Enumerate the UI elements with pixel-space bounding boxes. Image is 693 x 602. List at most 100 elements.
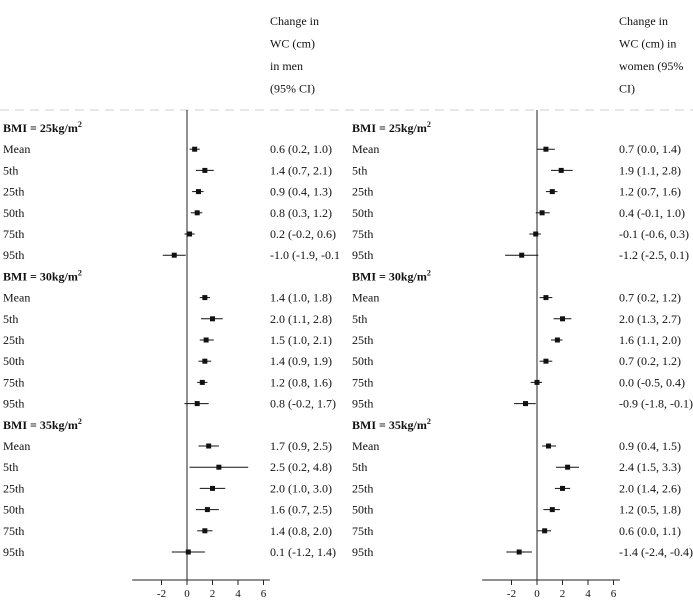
estimate-ci-text: 1.4 (0.8, 2.0): [270, 524, 332, 538]
ci-column-header-line: (95% CI): [270, 82, 315, 96]
estimate-ci-text: 0.8 (-0.2, 1.7): [270, 397, 336, 411]
ci-column-header-line: women (95%: [619, 59, 683, 73]
point-estimate-marker: [545, 443, 551, 449]
ci-column-header-line: in men: [270, 59, 303, 73]
row-label: 95th: [3, 545, 24, 559]
point-estimate-marker: [194, 401, 200, 407]
row-label: 95th: [3, 397, 24, 411]
point-estimate-marker: [204, 507, 210, 513]
point-estimate-marker: [171, 252, 177, 258]
x-axis-tick-label: 2: [560, 588, 566, 600]
row-label: 95th: [352, 248, 373, 262]
row-label: Mean: [352, 439, 379, 453]
point-estimate-marker: [549, 507, 555, 513]
estimate-ci-text: 2.5 (0.2, 4.8): [270, 460, 332, 474]
ci-column-header-line: Change in: [270, 14, 319, 28]
row-label: 5th: [352, 460, 367, 474]
estimate-ci-text: 1.4 (1.0, 1.8): [270, 291, 332, 305]
point-estimate-marker: [206, 443, 212, 449]
row-label: 50th: [352, 354, 373, 368]
estimate-ci-text: 1.7 (0.9, 2.5): [270, 439, 332, 453]
row-label: 75th: [352, 524, 373, 538]
point-estimate-marker: [516, 549, 522, 555]
row-label: 5th: [352, 163, 367, 177]
point-estimate-marker: [549, 189, 555, 195]
estimate-ci-text: 0.2 (-0.2, 0.6): [270, 227, 336, 241]
unit-superscript: 2: [78, 268, 82, 277]
row-label: 50th: [3, 354, 24, 368]
estimate-ci-text: 0.7 (0.2, 1.2): [619, 354, 681, 368]
point-estimate-marker: [195, 189, 201, 195]
row-label: 75th: [3, 524, 24, 538]
row-label: 25th: [352, 333, 373, 347]
row-label: 25th: [3, 481, 24, 495]
row-label: 5th: [3, 460, 18, 474]
estimate-ci-text: -1.0 (-1.9, -0.1: [270, 248, 340, 262]
point-estimate-marker: [202, 358, 208, 364]
estimate-ci-text: -1.2 (-2.5, 0.1): [619, 248, 689, 262]
point-estimate-marker: [543, 358, 549, 364]
x-axis-tick-label: 2: [210, 588, 216, 600]
x-axis-tick-label: -2: [507, 588, 516, 600]
row-label: 25th: [3, 185, 24, 199]
point-estimate-marker: [539, 210, 545, 216]
point-estimate-marker: [543, 146, 549, 152]
ci-column-header-line: WC (cm) in: [619, 37, 676, 51]
row-label: 25th: [3, 333, 24, 347]
estimate-ci-text: 0.8 (0.3, 1.2): [270, 206, 332, 220]
x-axis-tick-label: 6: [261, 588, 267, 600]
estimate-ci-text: 1.6 (1.1, 2.0): [619, 333, 681, 347]
estimate-ci-text: 2.0 (1.0, 3.0): [270, 481, 332, 495]
estimate-ci-text: 1.4 (0.7, 2.1): [270, 163, 332, 177]
point-estimate-marker: [202, 295, 208, 301]
estimate-ci-text: 1.2 (0.8, 1.6): [270, 375, 332, 389]
row-label: 95th: [352, 397, 373, 411]
estimate-ci-text: 0.6 (0.2, 1.0): [270, 142, 332, 156]
bmi-group-label: BMI = 35kg/m2: [3, 417, 82, 432]
x-axis-tick-label: -2: [157, 588, 166, 600]
unit-superscript: 2: [78, 120, 82, 129]
point-estimate-marker: [558, 167, 564, 173]
estimate-ci-text: 0.9 (0.4, 1.5): [619, 439, 681, 453]
x-axis-tick-label: 6: [611, 588, 617, 600]
bmi-group-label: BMI = 25kg/m2: [352, 120, 431, 135]
estimate-ci-text: 0.4 (-0.1, 1.0): [619, 206, 685, 220]
unit-superscript: 2: [427, 120, 431, 129]
estimate-ci-text: 2.0 (1.3, 2.7): [619, 312, 681, 326]
point-estimate-marker: [210, 316, 215, 322]
x-axis-tick-label: 4: [585, 588, 591, 600]
estimate-ci-text: 1.5 (1.0, 2.1): [270, 333, 332, 347]
estimate-ci-text: 1.6 (0.7, 2.5): [270, 503, 332, 517]
unit-superscript: 2: [78, 417, 82, 426]
estimate-ci-text: -1.4 (-2.4, -0.4): [619, 545, 693, 559]
row-label: Mean: [352, 291, 379, 305]
row-label: 50th: [3, 503, 24, 517]
estimate-ci-text: 0.7 (0.0, 1.4): [619, 142, 681, 156]
unit-superscript: 2: [427, 268, 431, 277]
row-label: 75th: [3, 227, 24, 241]
unit-superscript: 2: [427, 417, 431, 426]
ci-column-header-line: Change in: [619, 14, 668, 28]
point-estimate-marker: [560, 485, 565, 491]
point-estimate-marker: [565, 464, 571, 470]
estimate-ci-text: 1.2 (0.5, 1.8): [619, 503, 681, 517]
row-label: 75th: [352, 227, 373, 241]
row-label: Mean: [3, 439, 30, 453]
point-estimate-marker: [533, 231, 539, 237]
row-label: 25th: [352, 185, 373, 199]
row-label: 50th: [352, 206, 373, 220]
point-estimate-marker: [192, 146, 198, 152]
point-estimate-marker: [216, 464, 222, 470]
row-label: Mean: [3, 142, 30, 156]
bmi-group-label: BMI = 35kg/m2: [352, 417, 431, 432]
point-estimate-marker: [554, 337, 560, 343]
row-label: 25th: [352, 481, 373, 495]
estimate-ci-text: 0.0 (-0.5, 0.4): [619, 375, 685, 389]
bmi-group-label: BMI = 30kg/m2: [3, 268, 82, 283]
bmi-group-label: BMI = 30kg/m2: [352, 268, 431, 283]
point-estimate-marker: [523, 401, 529, 407]
point-estimate-marker: [203, 337, 209, 343]
row-label: 50th: [3, 206, 24, 220]
ci-column-header-line: WC (cm): [270, 37, 315, 51]
